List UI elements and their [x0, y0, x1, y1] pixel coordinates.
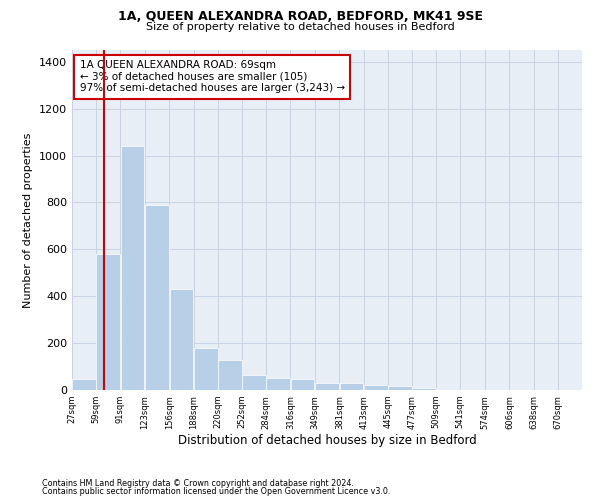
Bar — [316, 383, 339, 390]
Y-axis label: Number of detached properties: Number of detached properties — [23, 132, 34, 308]
Bar — [97, 254, 120, 390]
Bar — [266, 378, 290, 390]
Bar — [412, 388, 436, 390]
Text: Size of property relative to detached houses in Bedford: Size of property relative to detached ho… — [146, 22, 454, 32]
X-axis label: Distribution of detached houses by size in Bedford: Distribution of detached houses by size … — [178, 434, 476, 448]
Bar — [121, 146, 145, 390]
Bar — [290, 380, 314, 390]
Text: 1A QUEEN ALEXANDRA ROAD: 69sqm
← 3% of detached houses are smaller (105)
97% of : 1A QUEEN ALEXANDRA ROAD: 69sqm ← 3% of d… — [80, 60, 345, 94]
Bar — [218, 360, 242, 390]
Bar — [145, 205, 169, 390]
Bar — [194, 348, 218, 390]
Bar — [72, 380, 96, 390]
Text: Contains public sector information licensed under the Open Government Licence v3: Contains public sector information licen… — [42, 487, 391, 496]
Text: 1A, QUEEN ALEXANDRA ROAD, BEDFORD, MK41 9SE: 1A, QUEEN ALEXANDRA ROAD, BEDFORD, MK41 … — [118, 10, 482, 23]
Bar — [340, 384, 364, 390]
Bar — [388, 386, 412, 390]
Bar — [170, 289, 193, 390]
Bar — [242, 375, 266, 390]
Bar — [364, 386, 388, 390]
Text: Contains HM Land Registry data © Crown copyright and database right 2024.: Contains HM Land Registry data © Crown c… — [42, 478, 354, 488]
